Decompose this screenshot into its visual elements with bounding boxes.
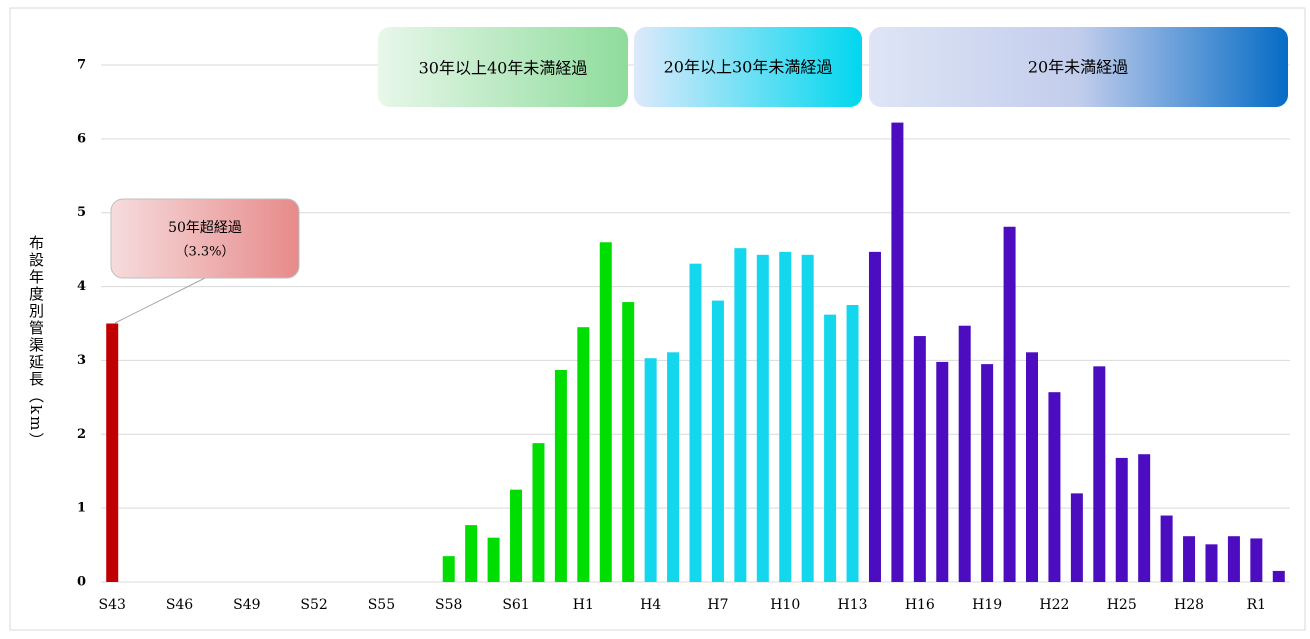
bar <box>1026 352 1039 582</box>
bar <box>846 305 859 582</box>
callout-label: （3.3%） <box>175 245 234 260</box>
band-label: 20年未満経過 <box>1028 58 1128 77</box>
bar <box>465 525 478 582</box>
x-tick-label: S49 <box>233 597 260 613</box>
band-label: 20年以上30年未満経過 <box>664 58 833 77</box>
x-tick-label: H19 <box>972 597 1002 613</box>
bar <box>106 323 119 582</box>
x-tick-label: S55 <box>368 597 395 613</box>
x-tick-label: H10 <box>770 597 800 613</box>
bar <box>1160 515 1173 582</box>
x-tick-label: H13 <box>838 597 868 613</box>
bar <box>711 300 724 582</box>
bar <box>644 358 657 582</box>
bar <box>442 556 455 582</box>
y-tick-label: 0 <box>77 575 86 590</box>
x-tick-label: S58 <box>435 597 462 613</box>
y-tick-label: 6 <box>77 131 86 146</box>
bar <box>801 254 814 582</box>
bar <box>689 263 702 582</box>
bar <box>667 352 680 582</box>
x-tick-label: H25 <box>1107 597 1137 613</box>
y-tick-label: 1 <box>77 501 86 516</box>
bar <box>1227 536 1240 582</box>
band-box <box>634 27 862 107</box>
y-tick-label: 4 <box>77 279 86 294</box>
bar <box>981 364 994 582</box>
x-tick-label: H1 <box>573 597 594 613</box>
y-tick-label: 2 <box>77 427 86 442</box>
bar <box>1250 538 1263 582</box>
bar <box>622 302 635 582</box>
bar <box>599 242 612 582</box>
bar <box>1093 366 1106 582</box>
bar <box>577 327 590 582</box>
x-tick-label: H4 <box>640 597 661 613</box>
bar <box>824 314 837 582</box>
y-tick-label: 7 <box>77 58 86 73</box>
bar <box>734 248 747 582</box>
bar <box>554 370 567 582</box>
bar <box>891 122 904 582</box>
band-box <box>869 27 1288 107</box>
bar <box>1272 570 1285 582</box>
bar <box>1003 226 1016 583</box>
chart-border <box>9 7 1306 631</box>
x-tick-label: H16 <box>905 597 935 613</box>
y-tick-label: 5 <box>77 205 86 220</box>
bar <box>958 325 971 582</box>
bar <box>779 251 792 582</box>
bar <box>1115 457 1128 582</box>
y-tick-label: 3 <box>77 353 86 368</box>
y-axis-label: 布設年度別管渠延長（km） <box>27 235 45 449</box>
x-tick-label: H7 <box>707 597 728 613</box>
bar <box>1048 392 1061 582</box>
x-tick-label: H22 <box>1039 597 1069 613</box>
bar <box>1070 493 1083 582</box>
bar <box>487 537 500 582</box>
bar <box>936 361 949 582</box>
x-tick-label: S46 <box>166 597 193 613</box>
bar <box>756 254 769 582</box>
x-tick-label: H28 <box>1174 597 1204 613</box>
bar <box>510 489 523 582</box>
bar <box>913 336 926 582</box>
callout-label: 50年超経過 <box>168 220 242 236</box>
band-label: 30年以上40年未満経過 <box>419 59 588 78</box>
bar <box>1205 544 1218 582</box>
x-tick-label: R1 <box>1247 597 1266 613</box>
bar <box>1183 536 1196 582</box>
callout-box <box>110 198 300 279</box>
band-box <box>378 27 628 107</box>
callout-pointer <box>114 277 206 324</box>
x-tick-label: S43 <box>99 597 126 613</box>
bar <box>532 443 545 582</box>
x-tick-label: S61 <box>502 597 529 613</box>
x-tick-label: S52 <box>300 597 327 613</box>
bar <box>1138 454 1151 582</box>
bar <box>868 251 881 582</box>
